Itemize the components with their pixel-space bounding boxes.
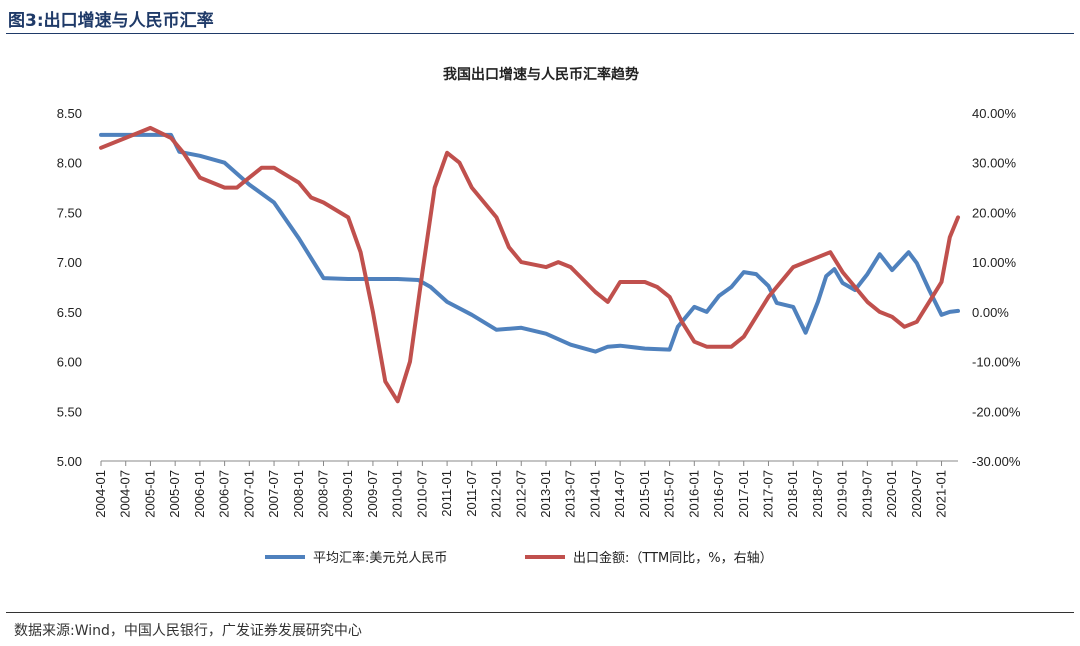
source-note: 数据来源:Wind，中国人民银行，广发证券发展研究中心 bbox=[14, 623, 362, 639]
x-tick-label: 2011-01 bbox=[439, 470, 454, 517]
exchange-rate-line bbox=[99, 132, 960, 354]
x-tick-label: 2009-07 bbox=[365, 470, 380, 518]
x-tick-label: 2007-01 bbox=[241, 470, 256, 518]
left-tick-label: 8.50 bbox=[57, 106, 82, 121]
legend: 平均汇率:美元兑人民币 出口金额:（TTM同比，%，右轴） bbox=[265, 550, 773, 566]
left-tick-label: 6.50 bbox=[57, 305, 82, 320]
x-tick-label: 2016-01 bbox=[686, 470, 701, 518]
x-tick-label: 2021-01 bbox=[934, 470, 949, 518]
x-tick-label: 2018-01 bbox=[785, 470, 800, 518]
x-tick-label: 2010-07 bbox=[414, 470, 429, 518]
right-tick-label: 10.00% bbox=[972, 255, 1017, 270]
x-tick-label: 2006-07 bbox=[217, 470, 232, 518]
left-tick-label: 7.00 bbox=[57, 255, 82, 270]
x-tick-label: 2017-01 bbox=[736, 470, 751, 518]
x-tick-label: 2012-01 bbox=[489, 470, 504, 518]
chart: 我国出口增速与人民币汇率趋势 8.50 8.00 7.50 7.00 6.50 6.00 5… bbox=[57, 66, 1021, 566]
x-tick-label: 2013-01 bbox=[538, 470, 553, 518]
right-tick-label: 30.00% bbox=[972, 156, 1017, 171]
figure-header: 图3:出口增速与人民币汇率 bbox=[0, 0, 1080, 34]
x-tick-label: 2018-07 bbox=[810, 470, 825, 518]
left-tick-label: 5.50 bbox=[57, 404, 82, 419]
x-tick-label: 2014-07 bbox=[612, 470, 627, 518]
right-tick-label: 0.00% bbox=[972, 305, 1009, 320]
x-tick-label: 2019-01 bbox=[835, 470, 850, 518]
x-tick-label: 2020-01 bbox=[884, 470, 899, 518]
x-tick-label: 2016-07 bbox=[711, 470, 726, 518]
bottom-rule bbox=[6, 612, 1074, 613]
left-tick-label: 8.00 bbox=[57, 156, 82, 171]
x-tick-label: 2007-07 bbox=[266, 470, 281, 518]
x-tick-label: 2005-01 bbox=[142, 470, 157, 518]
right-tick-label: -20.00% bbox=[972, 404, 1021, 419]
right-tick-label: -10.00% bbox=[972, 355, 1021, 370]
legend-label: 出口金额:（TTM同比，%，右轴） bbox=[573, 550, 773, 566]
left-tick-label: 5.00 bbox=[57, 454, 82, 469]
x-tick-label: 2005-07 bbox=[167, 470, 182, 518]
x-tick-label: 2004-07 bbox=[118, 470, 133, 518]
right-tick-label: 40.00% bbox=[972, 106, 1017, 121]
chart-title: 我国出口增速与人民币汇率趋势 bbox=[443, 66, 639, 83]
series-layer bbox=[99, 125, 960, 404]
x-tick-label: 2008-07 bbox=[315, 470, 330, 518]
x-tick-label: 2012-07 bbox=[513, 470, 528, 518]
x-tick-label: 2020-07 bbox=[909, 470, 924, 518]
figure-label: 图3:出口增速与人民币汇率 bbox=[8, 11, 214, 31]
legend-label: 平均汇率:美元兑人民币 bbox=[313, 550, 447, 566]
x-tick-label: 2015-07 bbox=[662, 470, 677, 518]
x-tick-label: 2008-01 bbox=[291, 470, 306, 518]
x-tick-label: 2011-07 bbox=[464, 470, 479, 517]
right-tick-label: -30.00% bbox=[972, 454, 1021, 469]
x-tick-label: 2015-01 bbox=[637, 470, 652, 518]
x-tick-label: 2009-01 bbox=[340, 470, 355, 518]
top-rule bbox=[6, 33, 1074, 34]
axes: 8.50 8.00 7.50 7.00 6.50 6.00 5.50 5.00 40.00% 30… bbox=[57, 106, 1021, 518]
x-tick-label: 2004-01 bbox=[93, 470, 108, 518]
x-tick-label: 2017-07 bbox=[760, 470, 775, 518]
right-tick-label: 20.00% bbox=[972, 205, 1017, 220]
x-tick-label: 2014-01 bbox=[587, 470, 602, 518]
x-tick-label: 2013-07 bbox=[563, 470, 578, 518]
x-tick-label: 2019-07 bbox=[859, 470, 874, 518]
export-growth-line bbox=[99, 125, 960, 404]
x-tick-label: 2006-01 bbox=[192, 470, 207, 518]
left-tick-label: 6.00 bbox=[57, 355, 82, 370]
x-tick-label: 2010-01 bbox=[390, 470, 405, 518]
left-tick-label: 7.50 bbox=[57, 205, 82, 220]
